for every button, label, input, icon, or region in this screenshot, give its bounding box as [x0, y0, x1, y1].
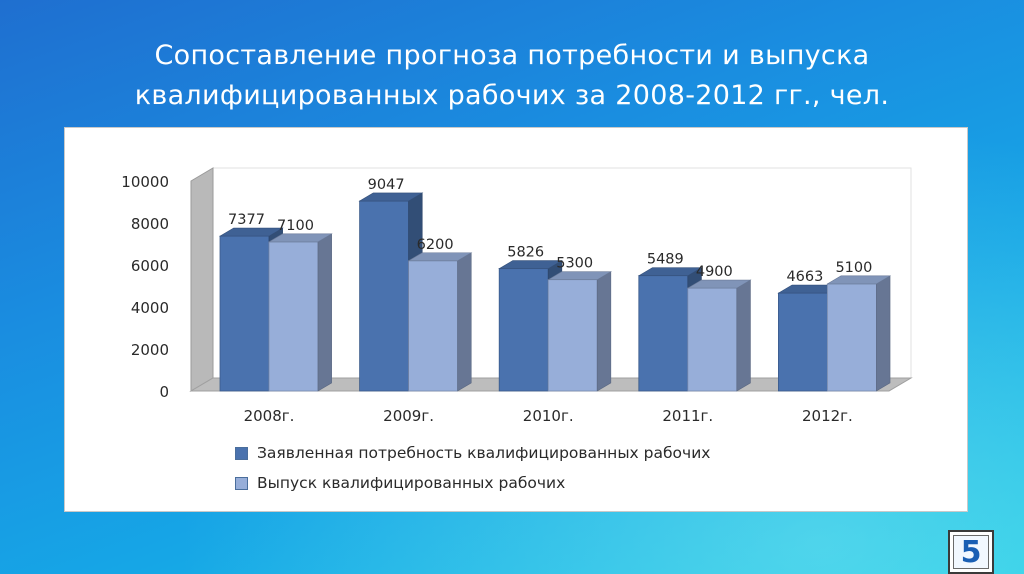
page-number-badge: 5: [948, 530, 994, 574]
slide-title-line-1: Сопоставление прогноза потребности и вып…: [154, 40, 870, 71]
x-tick-label: 2008г.: [244, 407, 295, 425]
page-number-frame: 5: [953, 534, 989, 570]
bar-side: [736, 279, 751, 392]
chart-side-wall: [190, 167, 214, 392]
bar-data-label: 4900: [696, 264, 733, 280]
bar: [778, 292, 828, 392]
bar-data-label: 5300: [556, 256, 593, 272]
legend-swatch-output: [235, 476, 248, 490]
page-number: 5: [960, 534, 982, 570]
bar: [359, 200, 410, 392]
chart-panel: 0 2000 4000 6000 8000 10000 7377 7100 2008г. 9047…: [64, 127, 968, 512]
bar: [219, 235, 270, 392]
bar-top: [498, 260, 563, 269]
bar-data-label: 5826: [507, 245, 544, 261]
legend-swatch-demand: [235, 446, 248, 460]
bar-side: [457, 252, 472, 392]
x-tick-label: 2010г.: [523, 407, 574, 425]
legend-item-output: Выпуск квалифицированных рабочих: [235, 468, 875, 498]
bar-data-label: 4663: [786, 269, 823, 285]
x-tick-label: 2011г.: [662, 407, 713, 425]
bar-top: [826, 275, 892, 285]
bar: [268, 241, 319, 392]
bar-side: [876, 275, 891, 392]
y-tick-label: 4000: [131, 299, 169, 317]
bar-top: [218, 227, 284, 237]
bar: [687, 287, 738, 392]
bar-side: [317, 233, 332, 392]
bar-data-label: 9047: [368, 177, 405, 193]
legend-label-output: Выпуск квалифицированных рабочих: [257, 474, 566, 492]
bar-top: [358, 192, 424, 202]
bar-data-label: 5489: [647, 252, 684, 268]
x-tick-label: 2012г.: [802, 407, 853, 425]
bar-top: [637, 267, 703, 277]
bar-top: [547, 271, 612, 280]
y-tick-label: 0: [159, 383, 169, 401]
slide-title: Сопоставление прогноза потребности и вып…: [60, 36, 964, 116]
chart-legend: Заявленная потребность квалифицированных…: [235, 438, 875, 498]
bar-data-label: 6200: [417, 237, 454, 253]
bar-top: [686, 279, 752, 289]
bar-data-label: 7377: [228, 212, 265, 228]
bar: [408, 260, 459, 392]
bar: [498, 268, 549, 392]
legend-item-demand: Заявленная потребность квалифицированных…: [235, 438, 875, 468]
y-tick-label: 8000: [131, 215, 169, 233]
x-tick-label: 2009г.: [383, 407, 434, 425]
bar-chart: 0 2000 4000 6000 8000 10000 7377 7100 2008г. 9047…: [121, 167, 913, 425]
slide-title-line-2: квалифицированных рабочих за 2008-2012 г…: [134, 80, 890, 111]
bar-side: [596, 271, 612, 392]
bar: [547, 279, 598, 392]
y-tick-label: 2000: [131, 341, 169, 359]
bar-data-label: 5100: [835, 260, 872, 276]
y-tick-label: 6000: [131, 257, 169, 275]
y-tick-label: 10000: [121, 173, 169, 191]
legend-label-demand: Заявленная потребность квалифицированных…: [257, 444, 711, 462]
bar-top: [267, 233, 333, 243]
bar-top: [407, 252, 473, 262]
bar-data-label: 7100: [277, 218, 314, 234]
bar: [827, 283, 877, 392]
bar: [638, 275, 689, 392]
